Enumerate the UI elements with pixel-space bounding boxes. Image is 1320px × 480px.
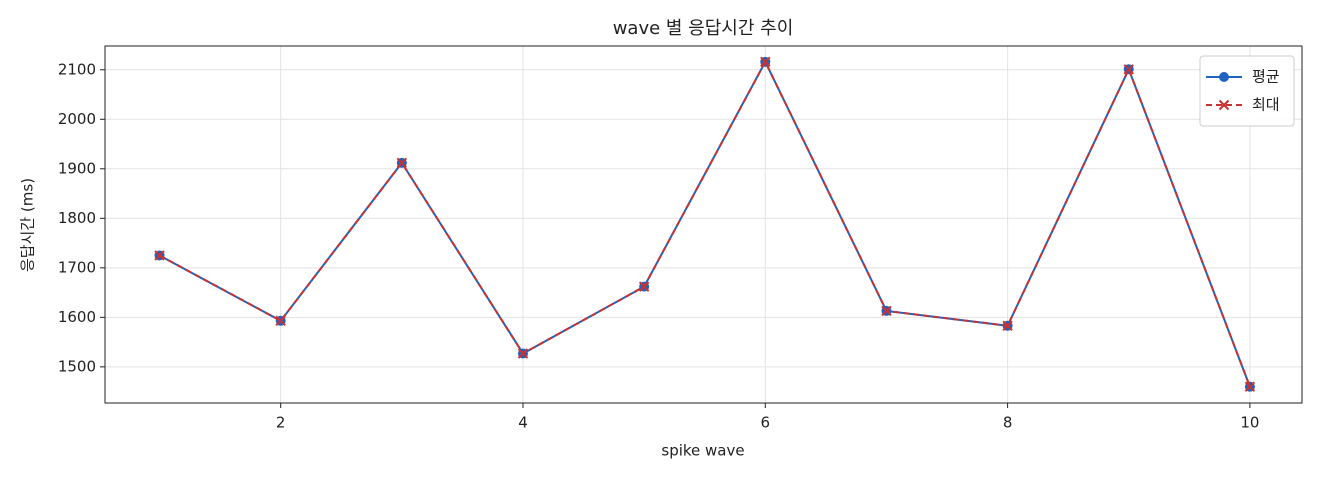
- legend-label: 최대: [1252, 96, 1280, 114]
- x-tick-label: 2: [276, 414, 286, 432]
- point: [1123, 64, 1134, 75]
- point: [881, 305, 892, 317]
- point: [154, 250, 165, 261]
- y-axis-label: 응답시간 (ms): [19, 178, 37, 272]
- series-line: [159, 59, 1251, 388]
- point: [1002, 320, 1013, 331]
- x-tick-label: 6: [761, 414, 771, 432]
- legend-box: [1199, 55, 1295, 127]
- chart-title: wave 별 응답시간 추이: [613, 18, 794, 39]
- point: [517, 348, 529, 359]
- x-axis-label: spike wave: [661, 442, 744, 460]
- x-tick-label: 10: [1240, 414, 1259, 432]
- point: [275, 315, 286, 327]
- y-tick-label: 1800: [58, 209, 96, 227]
- point: [638, 281, 650, 292]
- legend-marker: [1219, 72, 1229, 82]
- y-tick-label: 1600: [58, 308, 96, 326]
- y-tick-label: 1700: [58, 258, 96, 276]
- point: [396, 157, 408, 169]
- y-tick-label: 1900: [58, 159, 96, 177]
- y-tick-label: 1500: [58, 357, 96, 375]
- x-tick-label: 4: [518, 414, 528, 432]
- point: [760, 56, 771, 68]
- legend-label: 평균: [1252, 68, 1280, 86]
- y-tick-label: 2000: [58, 110, 96, 128]
- x-tick-label: 8: [1003, 414, 1013, 432]
- point: [1244, 381, 1256, 392]
- legend-marker: [1218, 99, 1230, 111]
- plot-frame: [104, 45, 1303, 404]
- y-tick-label: 2100: [58, 60, 96, 78]
- series-line: [159, 59, 1251, 388]
